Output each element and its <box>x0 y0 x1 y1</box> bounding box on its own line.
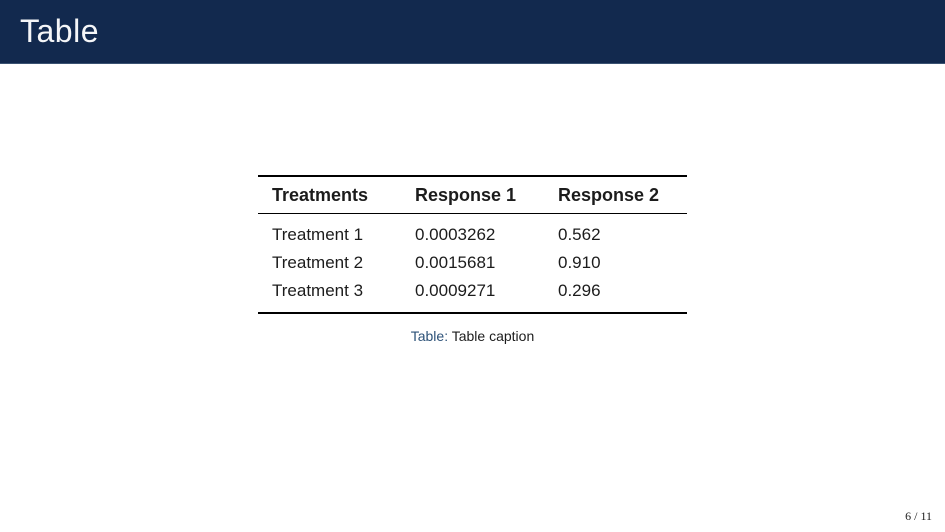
table-header-treatments: Treatments <box>258 176 401 214</box>
table-caption-label: Table: <box>410 328 449 344</box>
table-figure: Treatments Response 1 Response 2 Treatme… <box>258 175 687 344</box>
slide-title: Table <box>20 13 99 49</box>
table-cell-response-2: 0.296 <box>558 281 601 300</box>
table-header-response-2: Response 2 <box>544 176 687 214</box>
table-cell-response-1: 0.0015681 <box>415 253 496 272</box>
table-cell-response-1: 0.0009271 <box>415 281 496 300</box>
table-header-response-1: Response 1 <box>401 176 544 214</box>
frame-title-bar: Table <box>0 0 945 64</box>
table-caption: Table: Table caption <box>258 328 687 344</box>
table-caption-text: Table caption <box>451 328 535 344</box>
table-cell-treatment: Treatment 2 <box>272 253 364 272</box>
table-row: Treatment 3 0.0009271 0.296 <box>258 277 687 313</box>
table-cell-response-2: 0.562 <box>558 225 601 244</box>
table-cell-response-2: 0.910 <box>558 253 601 272</box>
table-row: Treatment 1 0.0003262 0.562 <box>258 214 687 250</box>
table-cell-treatment: Treatment 3 <box>272 281 364 300</box>
table-row: Treatment 2 0.0015681 0.910 <box>258 249 687 277</box>
table-cell-response-1: 0.0003262 <box>415 225 496 244</box>
table-cell-treatment: Treatment 1 <box>272 225 364 244</box>
page-number: 6 / 11 <box>905 509 932 523</box>
table-header-row: Treatments Response 1 Response 2 <box>258 176 687 214</box>
data-table: Treatments Response 1 Response 2 Treatme… <box>258 175 687 314</box>
